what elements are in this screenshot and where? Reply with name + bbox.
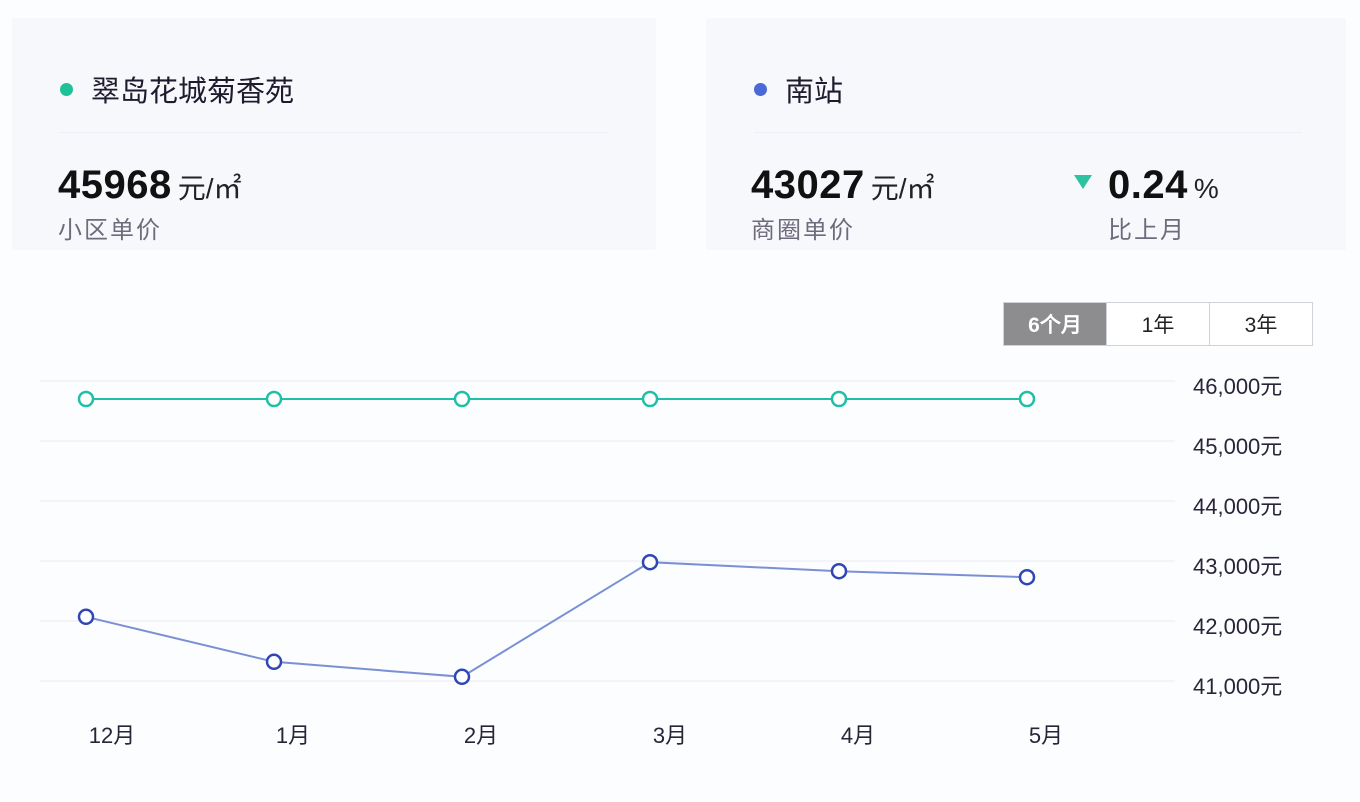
district-legend-dot-icon [754,82,767,96]
community-legend-dot-icon [60,82,73,96]
district-price-label: 商圈单价 [751,217,855,244]
x-tick-label: 5月 [1028,723,1064,748]
data-point-marker[interactable] [641,553,659,571]
district-price-metric: 43027 元/㎡ 商圈单价 [751,163,935,245]
data-point-marker[interactable] [77,390,95,408]
y-tick-label: 44,000元 [1193,494,1283,519]
data-point-marker[interactable] [265,390,283,408]
community-price-card: 翠岛花城菊香苑 45968 元/㎡ 小区单价 [12,18,656,250]
y-tick-label: 41,000元 [1193,674,1283,699]
community-price-label: 小区单价 [58,217,162,244]
data-point-marker[interactable] [265,653,283,671]
data-point-marker[interactable] [453,390,471,408]
month-change-value: 0.24 [1108,163,1188,207]
district-price-value: 43027 [751,163,865,207]
district-price-unit: 元/㎡ [870,173,935,204]
community-price-unit: 元/㎡ [177,173,242,204]
x-tick-label: 1月 [275,723,311,748]
data-point-marker[interactable] [830,562,848,580]
chart-series [77,390,1036,686]
data-point-marker[interactable] [1018,568,1036,586]
y-tick-label: 45,000元 [1193,434,1283,459]
community-price-value: 45968 [58,163,172,207]
card-divider [754,132,1302,133]
range-3-years-button[interactable]: 3年 [1209,303,1312,345]
x-tick-label: 12月 [88,723,136,748]
district-title: 南站 [754,68,843,110]
y-tick-label: 46,000元 [1193,374,1283,399]
month-change-unit: % [1193,173,1219,204]
time-range-selector: 6个月 1年 3年 [1003,302,1313,346]
data-point-marker[interactable] [641,390,659,408]
y-tick-label: 42,000元 [1193,614,1283,639]
district-name: 南站 [785,76,844,108]
data-point-marker[interactable] [77,608,95,626]
community-name: 翠岛花城菊香苑 [91,76,295,108]
x-tick-label: 4月 [840,723,876,748]
range-6-months-button[interactable]: 6个月 [1004,303,1106,345]
series-line [85,561,1028,678]
down-triangle-icon [1074,175,1092,189]
data-point-marker[interactable] [453,668,471,686]
x-tick-label: 2月 [463,723,499,748]
community-price-metric: 45968 元/㎡ 小区单价 [58,163,242,245]
data-point-marker[interactable] [1018,390,1036,408]
y-tick-label: 43,000元 [1193,554,1283,579]
card-divider [60,132,608,133]
community-title: 翠岛花城菊香苑 [60,68,294,110]
district-price-card: 南站 43027 元/㎡ 商圈单价 0.24% 比上月 [706,18,1346,250]
x-tick-label: 3月 [652,723,688,748]
range-1-year-button[interactable]: 1年 [1106,303,1209,345]
month-change-metric: 0.24% 比上月 [1074,163,1219,245]
chart-gridlines [40,380,1175,682]
data-point-marker[interactable] [830,390,848,408]
month-change-label: 比上月 [1108,217,1186,244]
